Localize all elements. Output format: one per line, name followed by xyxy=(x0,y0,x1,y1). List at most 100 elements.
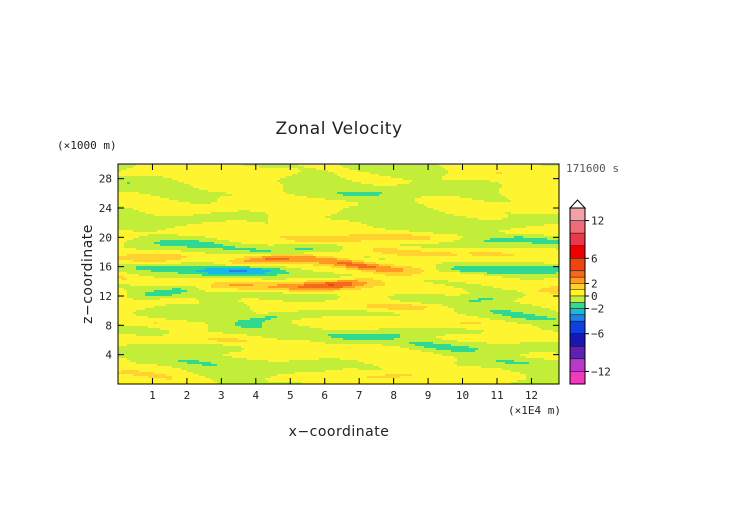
field-cell xyxy=(343,208,434,211)
field-cell xyxy=(397,254,458,257)
field-cell xyxy=(304,282,326,285)
field-cell xyxy=(283,188,500,191)
colorbar-level xyxy=(569,289,586,297)
field-cell xyxy=(118,354,224,357)
field-cell xyxy=(268,244,275,247)
field-cell xyxy=(127,272,179,275)
colorbar-tick-label: −2 xyxy=(591,303,604,316)
field-cell xyxy=(118,364,158,367)
field-cell xyxy=(286,270,314,273)
field-cell xyxy=(226,264,314,267)
field-cell xyxy=(127,296,341,299)
field-cell xyxy=(130,284,212,287)
field-cell xyxy=(526,318,557,321)
field-cell xyxy=(292,320,506,323)
field-cell xyxy=(181,250,251,253)
field-cell xyxy=(544,358,559,361)
field-cell xyxy=(286,192,338,195)
field-cell xyxy=(163,334,248,337)
field-cell xyxy=(262,268,281,271)
x-unit-label: (×1E4 m) xyxy=(508,404,561,417)
field-cell xyxy=(172,294,338,297)
field-cell xyxy=(454,240,485,243)
field-cell xyxy=(157,322,206,325)
field-cell xyxy=(307,196,422,199)
field-cell xyxy=(340,250,374,253)
field-cell xyxy=(160,240,200,243)
field-cell xyxy=(124,242,155,245)
colorbar-level xyxy=(569,276,586,284)
field-cell xyxy=(550,286,559,289)
field-cell xyxy=(205,322,236,325)
field-cell xyxy=(556,272,559,275)
field-cell xyxy=(118,378,167,381)
field-cell xyxy=(271,376,368,379)
x-tick-label: 1 xyxy=(149,389,156,402)
field-cell xyxy=(118,356,233,359)
field-cell xyxy=(442,178,559,181)
field-cell xyxy=(298,168,317,171)
field-cell xyxy=(118,206,125,209)
field-cell xyxy=(241,350,422,353)
field-cell xyxy=(181,368,344,371)
field-cell xyxy=(250,210,341,213)
field-cell xyxy=(469,252,503,255)
field-cell xyxy=(376,266,392,269)
field-cell xyxy=(448,280,559,283)
field-cell xyxy=(403,270,425,273)
field-cell xyxy=(451,344,559,347)
field-cell xyxy=(373,286,455,289)
field-cell xyxy=(451,252,470,255)
field-cell xyxy=(118,260,134,263)
field-cell xyxy=(541,328,559,331)
field-cell xyxy=(118,366,173,369)
field-cell xyxy=(241,298,260,301)
field-cell xyxy=(208,330,485,333)
field-cell xyxy=(250,306,368,309)
field-cell xyxy=(274,244,338,247)
field-cell xyxy=(466,282,559,285)
field-cell xyxy=(415,200,485,203)
field-cell xyxy=(337,262,353,265)
field-cell xyxy=(235,246,344,249)
field-cell xyxy=(502,368,559,371)
field-cell xyxy=(355,278,374,281)
field-cell xyxy=(457,364,559,367)
field-cell xyxy=(442,354,521,357)
field-cell xyxy=(298,172,335,175)
field-cell xyxy=(313,254,398,257)
field-cell xyxy=(166,374,200,377)
field-cell xyxy=(277,284,305,287)
field-cell xyxy=(163,176,287,179)
field-cell xyxy=(118,220,227,223)
field-cell xyxy=(367,306,428,309)
field-cell xyxy=(139,192,227,195)
field-cell xyxy=(514,254,559,257)
field-cell xyxy=(118,244,125,247)
field-cell xyxy=(118,168,128,171)
field-cell xyxy=(343,286,356,289)
y-tick-label: 24 xyxy=(99,202,113,215)
field-cell xyxy=(298,310,368,313)
field-cell xyxy=(247,340,311,343)
field-cell xyxy=(211,284,230,287)
field-cell xyxy=(154,372,194,375)
field-cell xyxy=(352,274,386,277)
field-cell xyxy=(277,180,353,183)
field-cell xyxy=(532,304,559,307)
field-cell xyxy=(118,170,122,173)
field-cell xyxy=(439,210,559,213)
field-cell xyxy=(118,174,293,177)
field-cell xyxy=(415,198,473,201)
field-cell xyxy=(409,348,437,351)
field-cell xyxy=(340,276,503,279)
field-cell xyxy=(121,170,302,173)
field-cell xyxy=(331,336,401,339)
field-cell xyxy=(169,332,224,335)
field-cell xyxy=(133,312,257,315)
field-cell xyxy=(280,178,347,181)
field-cell xyxy=(205,376,272,379)
field-cell xyxy=(184,182,281,185)
field-cell xyxy=(481,284,559,287)
field-cell xyxy=(385,258,559,261)
